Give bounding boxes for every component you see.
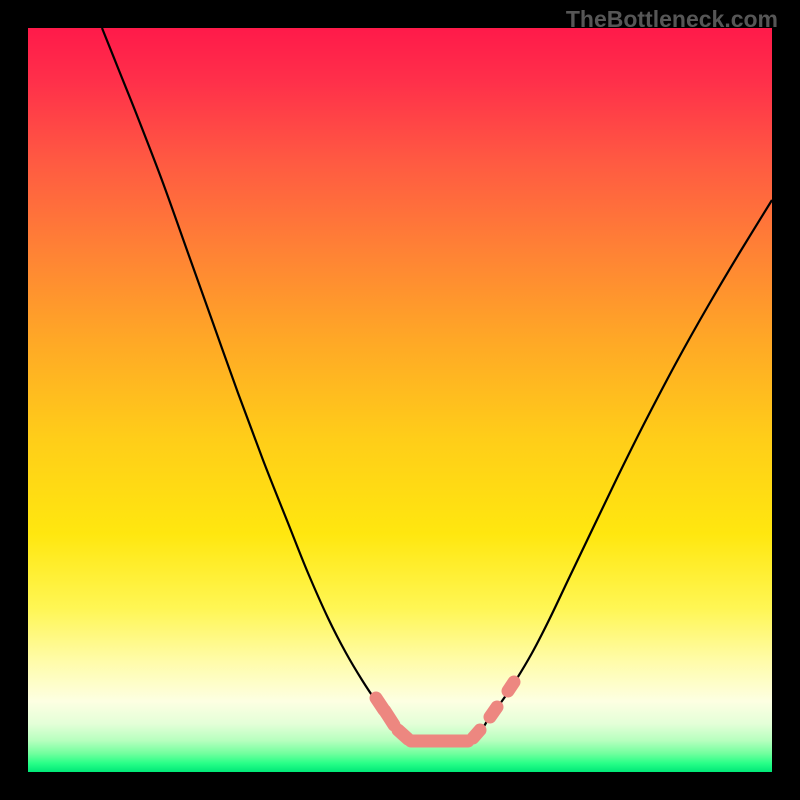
curve-right-branch (470, 200, 772, 739)
watermark-text: TheBottleneck.com (566, 6, 778, 33)
plot-area (28, 28, 772, 772)
highlight-segment (508, 682, 514, 691)
highlight-segment (473, 730, 480, 738)
chart-container: TheBottleneck.com (0, 0, 800, 800)
curve-left-branch (102, 28, 408, 739)
highlight-segment (385, 711, 394, 725)
curve-layer (28, 28, 772, 772)
highlight-segment (490, 707, 497, 717)
